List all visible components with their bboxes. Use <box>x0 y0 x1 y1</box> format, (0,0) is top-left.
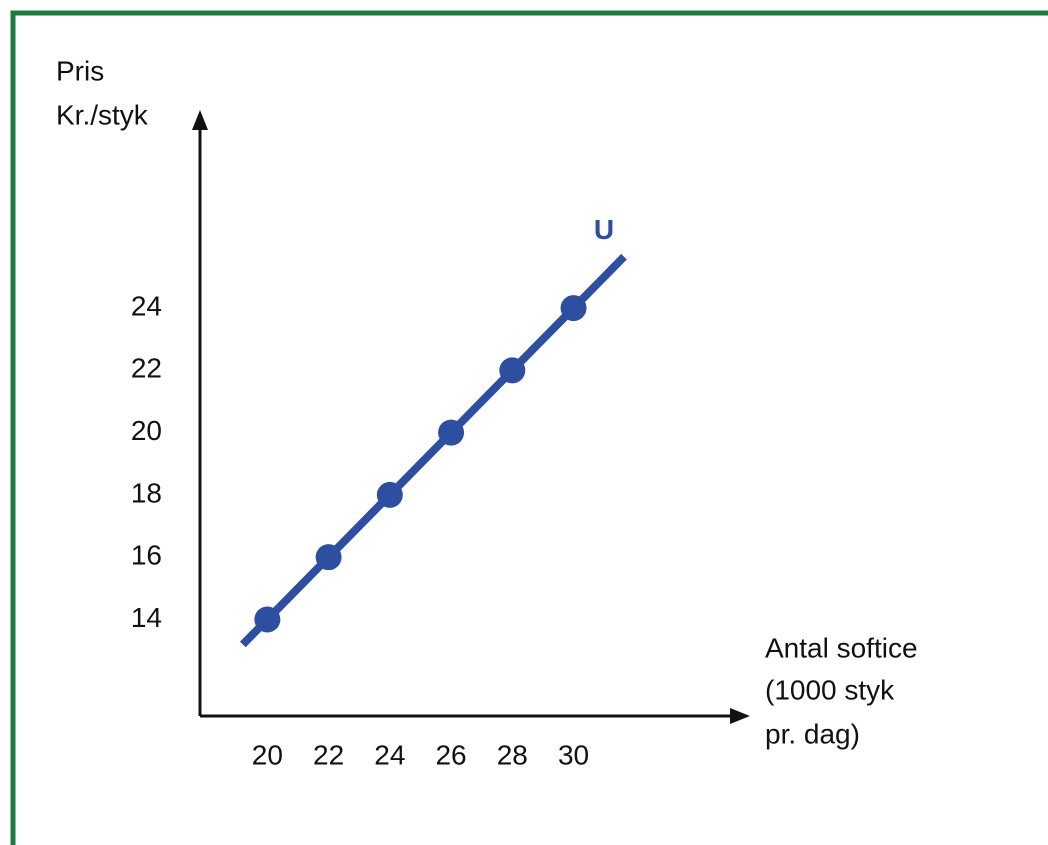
x-axis-label: (1000 styk <box>765 674 895 705</box>
y-tick-label: 20 <box>131 415 162 446</box>
y-axis-label: Pris <box>56 55 104 86</box>
point <box>254 606 281 633</box>
series-line <box>239 253 627 648</box>
series-label: U <box>594 214 614 245</box>
x-tick-label: 30 <box>558 739 589 770</box>
x-axis-label: Antal softice <box>765 632 918 663</box>
point <box>499 357 526 384</box>
y-axis-label: Kr./styk <box>56 99 149 130</box>
x-tick-label: 20 <box>252 739 283 770</box>
x-axis-label: pr. dag) <box>765 718 860 749</box>
frame <box>10 10 1048 845</box>
y-tick-label: 14 <box>131 602 162 633</box>
point <box>315 544 342 571</box>
point <box>438 419 465 446</box>
y-tick-label: 24 <box>131 290 162 321</box>
y-tick-label: 16 <box>131 540 162 571</box>
x-tick-label: 28 <box>497 739 528 770</box>
x-tick-label: 22 <box>313 739 344 770</box>
y-axis-arrow <box>192 110 208 130</box>
y-tick-label: 22 <box>131 353 162 384</box>
x-tick-label: 24 <box>374 739 405 770</box>
x-tick-label: 26 <box>435 739 466 770</box>
x-axis-arrow <box>730 708 750 724</box>
point <box>376 481 403 508</box>
y-tick-label: 18 <box>131 477 162 508</box>
point <box>560 295 587 322</box>
